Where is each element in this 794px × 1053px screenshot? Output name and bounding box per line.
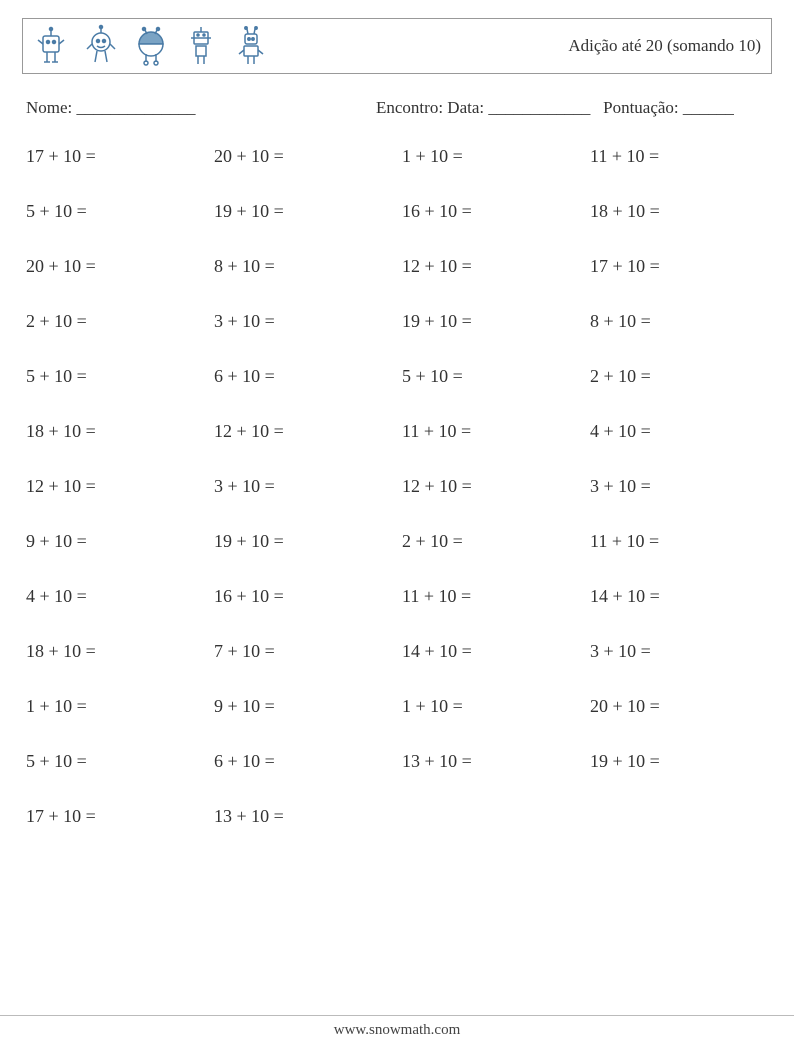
robot-icon-4 [183,24,219,68]
problem-cell: 12 + 10 = [214,421,392,442]
problem-cell [590,806,768,827]
footer-text: www.snowmath.com [334,1022,461,1038]
problem-cell: 16 + 10 = [402,201,580,222]
problem-cell: 9 + 10 = [214,696,392,717]
problem-cell: 1 + 10 = [402,146,580,167]
problem-cell: 12 + 10 = [26,476,204,497]
problem-cell: 8 + 10 = [214,256,392,277]
robot-icon-5 [233,24,269,68]
problem-cell: 3 + 10 = [590,641,768,662]
problem-cell: 18 + 10 = [26,421,204,442]
problem-cell: 19 + 10 = [214,531,392,552]
name-field: Nome: ______________ [26,98,376,118]
problem-cell: 14 + 10 = [590,586,768,607]
problem-cell: 11 + 10 = [590,146,768,167]
robot-icon-1 [33,24,69,68]
problem-cell: 4 + 10 = [590,421,768,442]
problem-cell: 16 + 10 = [214,586,392,607]
problem-cell: 5 + 10 = [26,751,204,772]
problem-cell: 20 + 10 = [214,146,392,167]
problem-cell: 4 + 10 = [26,586,204,607]
encounter-field: Encontro: Data: ____________ [376,98,590,118]
problem-cell: 7 + 10 = [214,641,392,662]
problem-cell: 2 + 10 = [26,311,204,332]
problem-cell: 13 + 10 = [214,806,392,827]
problem-cell: 1 + 10 = [402,696,580,717]
problem-cell: 14 + 10 = [402,641,580,662]
problem-cell: 18 + 10 = [590,201,768,222]
problem-cell: 17 + 10 = [26,806,204,827]
problem-cell: 5 + 10 = [402,366,580,387]
problem-cell: 9 + 10 = [26,531,204,552]
header-box: Adição até 20 (somando 10) [22,18,772,74]
problem-cell: 13 + 10 = [402,751,580,772]
problem-cell: 2 + 10 = [402,531,580,552]
problem-cell: 5 + 10 = [26,366,204,387]
problem-cell: 6 + 10 = [214,751,392,772]
problem-cell: 3 + 10 = [214,476,392,497]
problem-cell: 11 + 10 = [402,586,580,607]
problem-cell: 12 + 10 = [402,476,580,497]
problem-cell: 1 + 10 = [26,696,204,717]
problem-cell: 6 + 10 = [214,366,392,387]
footer: www.snowmath.com [0,1015,794,1039]
robot-row [33,24,269,68]
problem-cell [402,806,580,827]
problem-cell: 2 + 10 = [590,366,768,387]
problems-grid: 17 + 10 = 20 + 10 = 1 + 10 = 11 + 10 = 5 + 1… [22,146,772,827]
problem-cell: 20 + 10 = [26,256,204,277]
problem-cell: 19 + 10 = [214,201,392,222]
problem-cell: 12 + 10 = [402,256,580,277]
problem-cell: 8 + 10 = [590,311,768,332]
problem-cell: 17 + 10 = [590,256,768,277]
score-field: Pontuação: ______ [590,98,734,118]
problem-cell: 3 + 10 = [590,476,768,497]
problem-cell: 17 + 10 = [26,146,204,167]
problem-cell: 11 + 10 = [590,531,768,552]
problem-cell: 5 + 10 = [26,201,204,222]
problem-cell: 20 + 10 = [590,696,768,717]
problem-cell: 3 + 10 = [214,311,392,332]
robot-icon-3 [133,24,169,68]
worksheet-title: Adição até 20 (somando 10) [568,36,761,56]
info-row: Nome: ______________ Encontro: Data: ___… [22,98,772,118]
problem-cell: 19 + 10 = [402,311,580,332]
robot-icon-2 [83,24,119,68]
problem-cell: 19 + 10 = [590,751,768,772]
problem-cell: 11 + 10 = [402,421,580,442]
problem-cell: 18 + 10 = [26,641,204,662]
